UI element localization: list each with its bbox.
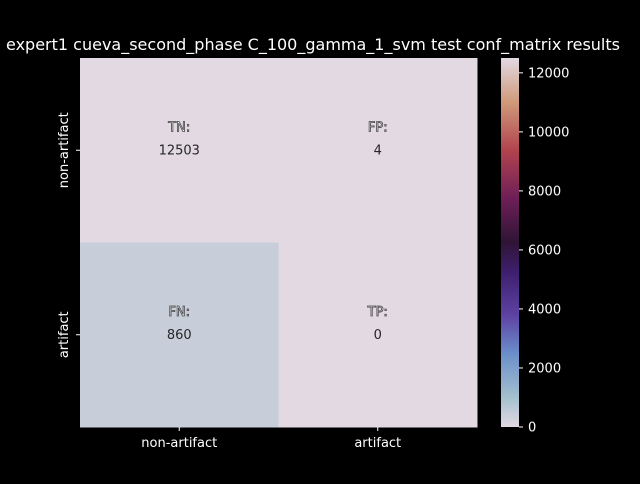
y-axis: non-artifact artifact xyxy=(57,112,80,358)
colorbar-tick-label: 4000 xyxy=(528,302,561,317)
x-tick-label: artifact xyxy=(354,436,401,451)
cell-value-label: 0 xyxy=(374,328,382,343)
cell-value-label: 4 xyxy=(374,143,382,158)
cell-value-label: 860 xyxy=(167,328,192,343)
cell-value-label: 12503 xyxy=(159,143,200,158)
heatmap-cells xyxy=(80,58,478,428)
y-tick-label: artifact xyxy=(57,311,72,358)
colorbar-axis: 0 2000 4000 6000 8000 10000 12000 xyxy=(519,66,569,436)
colorbar-tick-label: 10000 xyxy=(528,125,569,140)
chart-title: expert1 cueva_second_phase C_100_gamma_1… xyxy=(6,35,620,55)
colorbar-tick-label: 6000 xyxy=(528,243,561,258)
colorbar-tick-label: 0 xyxy=(528,421,536,436)
y-tick-label: non-artifact xyxy=(57,112,72,188)
cell-tag-label: FP: xyxy=(368,120,388,135)
heatmap-cell xyxy=(278,58,478,243)
cell-tag-label: TP: xyxy=(367,305,388,320)
x-axis: non-artifact artifact xyxy=(141,427,401,451)
colorbar xyxy=(501,58,519,427)
heatmap-cell xyxy=(278,242,478,428)
heatmap-cell-labels: TN: 12503 FP: 4 FN: 860 TP: 0 xyxy=(159,120,389,343)
colorbar-tick-label: 12000 xyxy=(528,66,569,81)
heatmap-cell xyxy=(80,58,279,243)
heatmap-cell xyxy=(80,242,279,428)
cell-tag-label: TN: xyxy=(167,120,190,135)
colorbar-tick-label: 8000 xyxy=(528,184,561,199)
cell-tag-label: FN: xyxy=(168,305,190,320)
x-tick-label: non-artifact xyxy=(141,436,217,451)
colorbar-tick-label: 2000 xyxy=(528,361,561,376)
